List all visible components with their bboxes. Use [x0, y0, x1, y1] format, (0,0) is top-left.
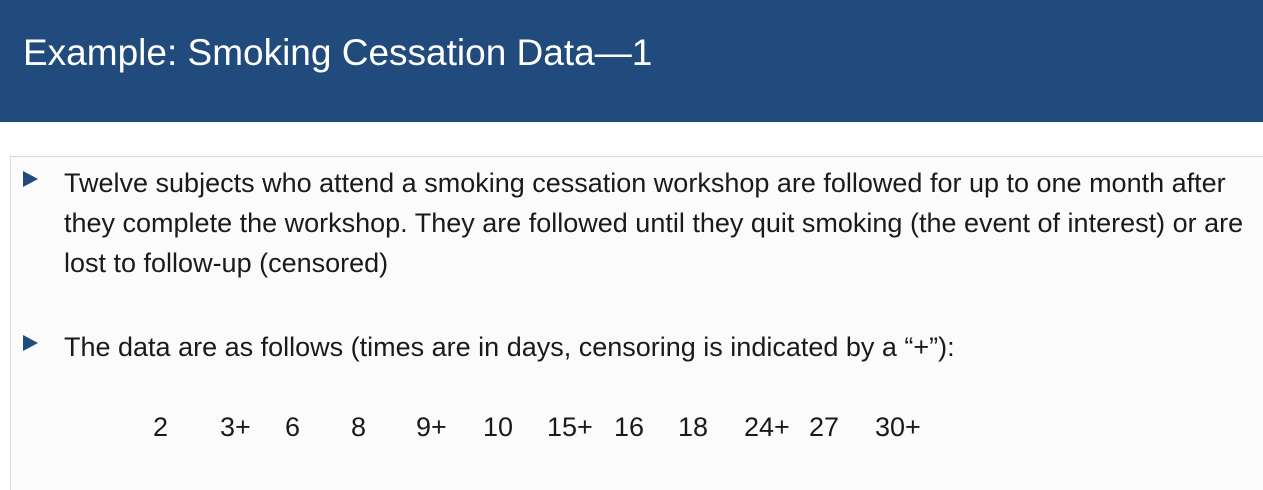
- data-value: 18: [678, 412, 709, 442]
- data-value: 6: [285, 412, 301, 442]
- slide-title: Example: Smoking Cessation Data—1: [23, 32, 653, 73]
- content-panel: Twelve subjects who attend a smoking ces…: [10, 156, 1263, 490]
- triangle-right-icon: [23, 171, 38, 187]
- data-value: 9+: [416, 412, 447, 442]
- data-value: 16: [614, 412, 645, 442]
- data-values-row: 2 3+ 6 8 9+ 10 15+ 16 18 24+ 27 30+: [11, 407, 1263, 447]
- data-value: 8: [351, 412, 367, 442]
- data-value: 15+: [547, 412, 593, 442]
- bullet-text: Twelve subjects who attend a smoking ces…: [64, 168, 1244, 278]
- data-value: 3+: [220, 412, 251, 442]
- data-value: 10: [483, 412, 514, 442]
- data-value: 27: [809, 412, 840, 442]
- data-value: 2: [153, 412, 169, 442]
- triangle-right-icon: [23, 335, 38, 351]
- data-value: 30+: [875, 412, 921, 442]
- data-value: 24+: [744, 412, 790, 442]
- title-bar: Example: Smoking Cessation Data—1: [0, 0, 1263, 122]
- bullet-item: Twelve subjects who attend a smoking ces…: [23, 163, 1253, 288]
- bullet-text: The data are as follows (times are in da…: [64, 332, 955, 362]
- bullet-item: The data are as follows (times are in da…: [23, 327, 1253, 369]
